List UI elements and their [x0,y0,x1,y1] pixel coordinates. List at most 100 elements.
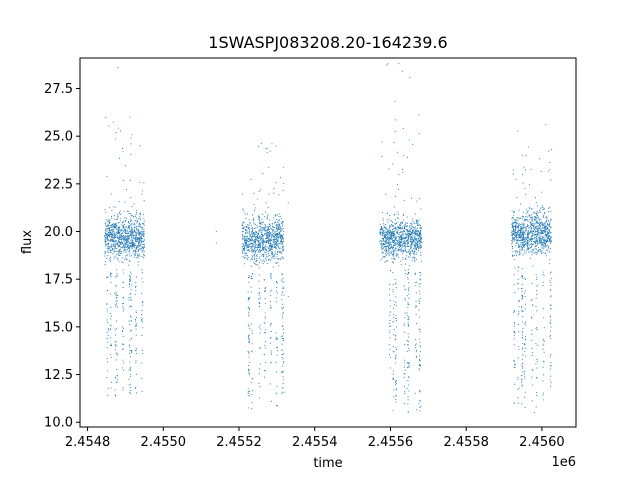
data-point [419,360,421,362]
data-point [109,232,111,234]
data-point [114,345,117,347]
data-point [515,242,517,244]
data-point [393,225,395,227]
data-point [535,363,537,365]
data-point [517,219,519,221]
data-point [382,217,384,219]
data-point [143,255,145,257]
data-point [397,242,399,244]
data-point [526,216,528,218]
data-point [530,168,532,170]
data-point [542,230,544,232]
data-point [542,274,544,276]
data-point [395,347,397,349]
data-point [276,250,279,252]
data-point [521,268,523,270]
data-point [247,291,249,293]
data-point [129,346,131,348]
data-point [258,274,260,276]
data-point [113,250,115,252]
data-point [539,158,541,160]
data-point [141,255,143,257]
data-point [518,311,520,313]
data-point [277,229,279,231]
data-point [247,391,249,393]
data-point [415,249,417,251]
data-point [382,243,384,246]
data-point [387,233,390,235]
data-point [273,243,275,245]
data-point [524,296,526,298]
data-point [119,236,121,238]
data-point [137,240,139,242]
data-point [109,329,111,331]
data-point [519,249,521,251]
data-point [543,241,546,243]
data-point [396,388,398,390]
data-point [544,223,546,225]
data-point [518,244,520,246]
data-point [517,224,519,226]
data-point [522,371,524,373]
data-point [531,250,533,252]
data-point [395,334,397,336]
data-point [256,235,258,237]
data-point [547,220,549,222]
data-point [111,231,113,233]
data-point [273,241,275,244]
data-point [271,228,273,230]
data-point [258,216,260,218]
data-point [245,252,247,254]
data-point [547,170,550,172]
data-point [255,227,257,229]
data-point [281,393,283,395]
data-point [418,247,420,249]
data-point [524,277,526,279]
data-point [278,231,280,234]
data-point [130,387,132,389]
data-point [108,235,110,237]
data-point [518,229,520,231]
data-point [264,329,267,331]
data-point [395,326,398,328]
data-point [536,225,538,227]
data-point [530,245,533,247]
data-point [530,252,532,254]
data-point [413,258,415,260]
data-point [281,337,283,340]
data-point [130,241,132,243]
data-point [526,233,529,235]
data-point [267,259,270,261]
data-point [249,242,251,244]
data-point [518,222,520,224]
data-point [278,248,281,250]
data-point [549,259,551,261]
data-point [243,227,245,229]
data-point [403,154,405,156]
data-point [108,245,110,248]
data-point [253,241,255,243]
data-point [256,232,258,234]
data-point [383,240,385,242]
data-point [260,255,262,257]
data-point [402,238,404,240]
data-point [514,225,516,228]
data-point [135,237,137,239]
data-point [522,243,525,245]
data-point [257,215,259,217]
data-point [530,240,533,243]
data-point [129,253,131,255]
data-point [106,311,108,313]
data-point [277,234,279,236]
data-point [270,322,272,325]
data-point [418,271,421,273]
data-point [543,317,545,319]
data-point [388,250,390,252]
data-point [276,231,278,233]
data-point [119,250,121,252]
data-point [541,226,543,229]
data-point [259,189,261,191]
data-point [143,217,145,219]
data-point [413,248,415,250]
data-point [393,214,395,216]
